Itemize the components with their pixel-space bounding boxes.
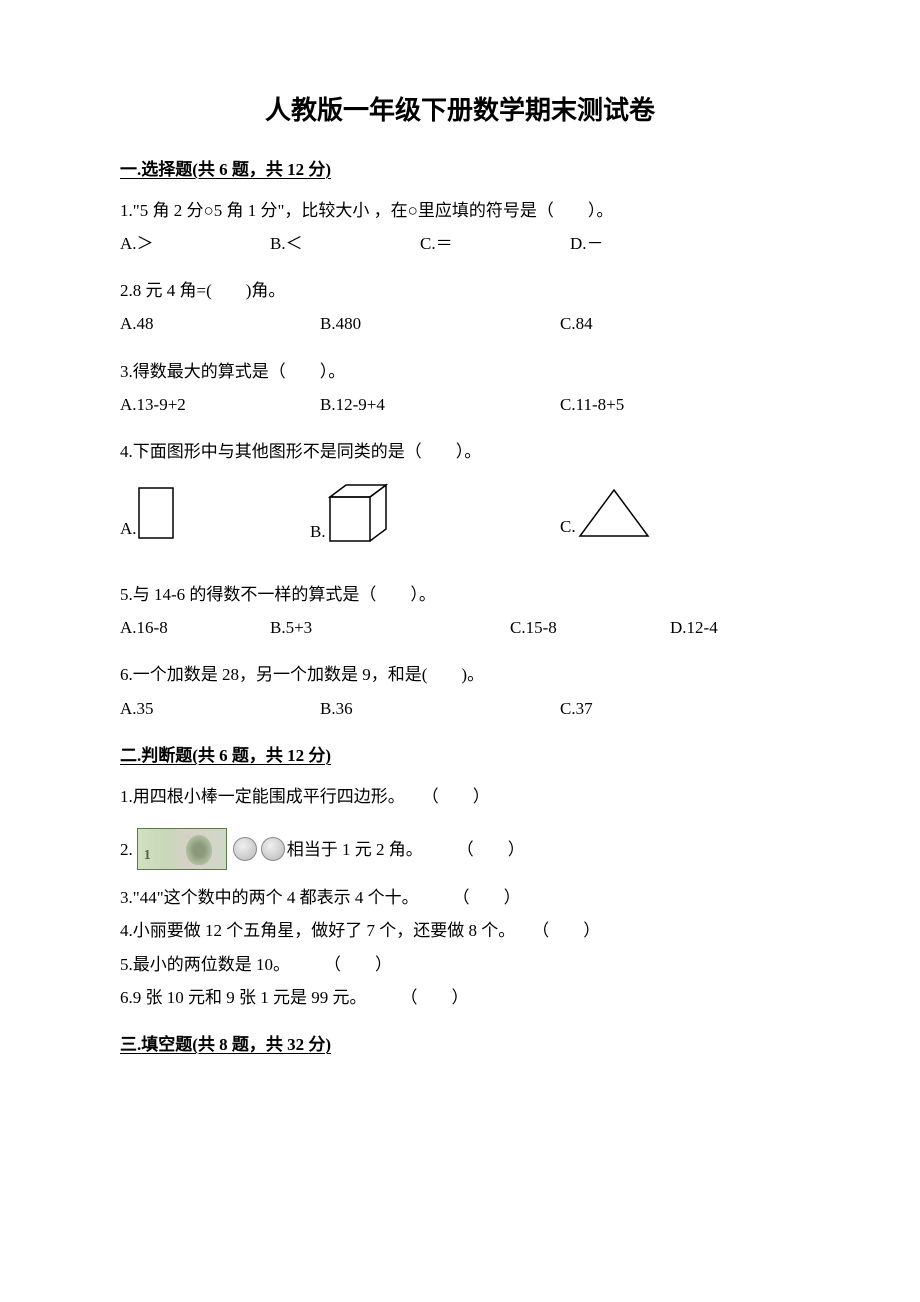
q5-opt-d: D.12-4	[670, 614, 718, 641]
q5: 5.与 14-6 的得数不一样的算式是（ ）。 A.16-8 B.5+3 C.1…	[120, 581, 800, 641]
q6: 6.一个加数是 28，另一个加数是 9，和是( )。 A.35 B.36 C.3…	[120, 661, 800, 721]
q1-opt-b: B.＜	[270, 230, 420, 257]
q5-opt-a: A.16-8	[120, 614, 270, 641]
q1-opt-c: C.＝	[420, 230, 570, 257]
coin-icon	[233, 837, 257, 861]
q1: 1."5 角 2 分○5 角 1 分"，比较大小 ，在○里应填的符号是（ ）。 …	[120, 197, 800, 257]
q3-text: 3.得数最大的算式是（ ）。	[120, 358, 800, 385]
coin-icon	[261, 837, 285, 861]
q3-opt-b: B.12-9+4	[320, 391, 560, 418]
q1-opt-d: D.－	[570, 230, 604, 257]
q4-opt-a: A.	[120, 486, 310, 542]
cuboid-icon	[326, 483, 390, 545]
q2: 2.8 元 4 角=( )角。 A.48 B.480 C.84	[120, 277, 800, 337]
tf-q2: 2. 相当于 1 元 2 角。 （ ）	[120, 828, 800, 870]
tf-q4: 4.小丽要做 12 个五角星，做好了 7 个，还要做 8 个。 （ ）	[120, 917, 800, 944]
tf-q1: 1.用四根小棒一定能围成平行四边形。 （ ）	[120, 783, 800, 810]
section-3-header: 三.填空题(共 8 题，共 32 分)	[120, 1031, 800, 1058]
q1-text: 1."5 角 2 分○5 角 1 分"，比较大小 ，在○里应填的符号是（ ）。	[120, 197, 800, 224]
q2-opt-c: C.84	[560, 310, 593, 337]
tf-q2-prefix: 2.	[120, 836, 133, 863]
q3-opt-a: A.13-9+2	[120, 391, 320, 418]
q2-text: 2.8 元 4 角=( )角。	[120, 277, 800, 304]
q4-options: A. B. C.	[120, 483, 800, 545]
q3-options: A.13-9+2 B.12-9+4 C.11-8+5	[120, 391, 800, 418]
q6-opt-c: C.37	[560, 695, 593, 722]
q4-b-label: B.	[310, 518, 326, 545]
section-2-header: 二.判断题(共 6 题，共 12 分)	[120, 742, 800, 769]
q2-options: A.48 B.480 C.84	[120, 310, 800, 337]
banknote-1yuan-icon	[137, 828, 227, 870]
q5-text: 5.与 14-6 的得数不一样的算式是（ ）。	[120, 581, 800, 608]
tf-q6: 6.9 张 10 元和 9 张 1 元是 99 元。 （ ）	[120, 984, 800, 1011]
q1-opt-a: A.＞	[120, 230, 270, 257]
q1-options: A.＞ B.＜ C.＝ D.－	[120, 230, 800, 257]
tf-q5: 5.最小的两位数是 10。 （ ）	[120, 951, 800, 978]
q5-opt-b: B.5+3	[270, 614, 510, 641]
q6-text: 6.一个加数是 28，另一个加数是 9，和是( )。	[120, 661, 800, 688]
q6-opt-a: A.35	[120, 695, 320, 722]
q2-opt-a: A.48	[120, 310, 320, 337]
q4-text: 4.下面图形中与其他图形不是同类的是（ ）。	[120, 438, 800, 465]
q4-opt-c: C.	[560, 488, 652, 540]
section-1-header: 一.选择题(共 6 题，共 12 分)	[120, 156, 800, 183]
q6-options: A.35 B.36 C.37	[120, 695, 800, 722]
tf-q3: 3."44"这个数中的两个 4 都表示 4 个十。 （ ）	[120, 884, 800, 911]
q4-c-label: C.	[560, 513, 576, 540]
exam-title: 人教版一年级下册数学期末测试卷	[120, 90, 800, 132]
rectangle-icon	[137, 486, 177, 542]
q3: 3.得数最大的算式是（ ）。 A.13-9+2 B.12-9+4 C.11-8+…	[120, 358, 800, 418]
tf-q2-suffix: 相当于 1 元 2 角。 （ ）	[287, 836, 525, 863]
q4-opt-b: B.	[310, 483, 560, 545]
q2-opt-b: B.480	[320, 310, 560, 337]
q5-opt-c: C.15-8	[510, 614, 670, 641]
q6-opt-b: B.36	[320, 695, 560, 722]
q5-options: A.16-8 B.5+3 C.15-8 D.12-4	[120, 614, 800, 641]
triangle-icon	[576, 488, 652, 540]
q3-opt-c: C.11-8+5	[560, 391, 624, 418]
q4-a-label: A.	[120, 515, 137, 542]
q4: 4.下面图形中与其他图形不是同类的是（ ）。 A. B. C.	[120, 438, 800, 545]
